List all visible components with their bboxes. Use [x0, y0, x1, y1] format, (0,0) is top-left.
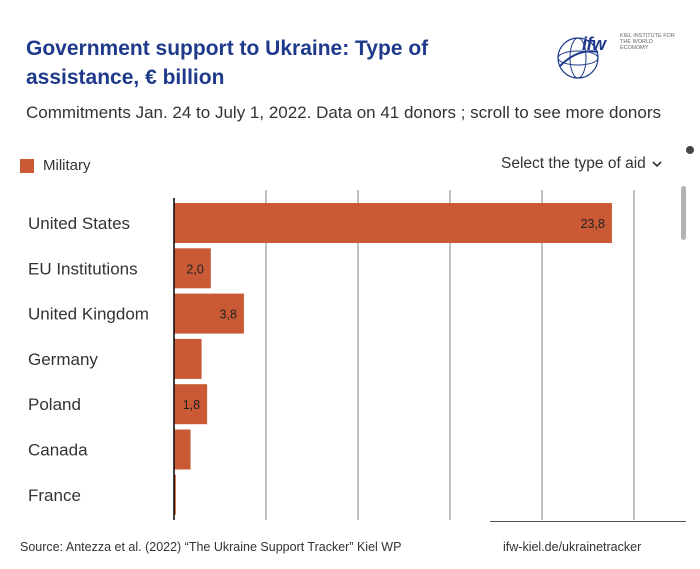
source-note: Source: Antezza et al. (2022) “The Ukrai… [20, 540, 402, 554]
bar-canada [174, 429, 191, 470]
data-label: 1,8 [183, 398, 200, 412]
aid-type-selector-label: Select the type of aid [501, 155, 646, 172]
footer-divider [490, 521, 686, 522]
info-dot [686, 146, 694, 154]
tracker-link[interactable]: ifw-kiel.de/ukrainetracker [503, 540, 642, 554]
logo-subtitle: KIEL INSTITUTE FOR THE WORLD ECONOMY [620, 33, 675, 51]
bar-poland [174, 384, 208, 425]
legend[interactable]: Military [20, 157, 91, 174]
chart-subtitle: Commitments Jan. 24 to July 1, 2022. Dat… [26, 103, 661, 122]
aid-type-selector[interactable]: Select the type of aid [501, 155, 662, 173]
data-label: 3,8 [220, 308, 237, 322]
logo-wordmark: ifw [582, 34, 606, 54]
legend-swatch [20, 158, 34, 173]
chevron-down-icon [652, 157, 662, 171]
bar-chart: United States 23,8 EU Institutions 2,0 Unite… [28, 190, 635, 520]
data-label: 23,8 [581, 217, 605, 231]
chart-scrollbar[interactable] [681, 186, 686, 240]
bar-united-kingdom [174, 293, 244, 334]
ifw-logo-globe [557, 37, 599, 79]
chart-title: Government support to Ukraine: Type of a… [26, 37, 429, 89]
category-label: Germany [28, 350, 98, 369]
category-label: United Kingdom [28, 305, 149, 324]
bar-germany [174, 338, 202, 379]
bar-france [174, 474, 176, 515]
category-label: France [28, 486, 81, 505]
data-label: 2,0 [186, 262, 203, 276]
category-label: Canada [28, 441, 88, 460]
category-label: United States [28, 214, 130, 233]
category-label: Poland [28, 395, 81, 414]
legend-label: Military [43, 157, 91, 174]
bar-eu-institutions [174, 248, 211, 289]
bar-united-states [174, 203, 612, 243]
category-label: EU Institutions [28, 259, 138, 278]
